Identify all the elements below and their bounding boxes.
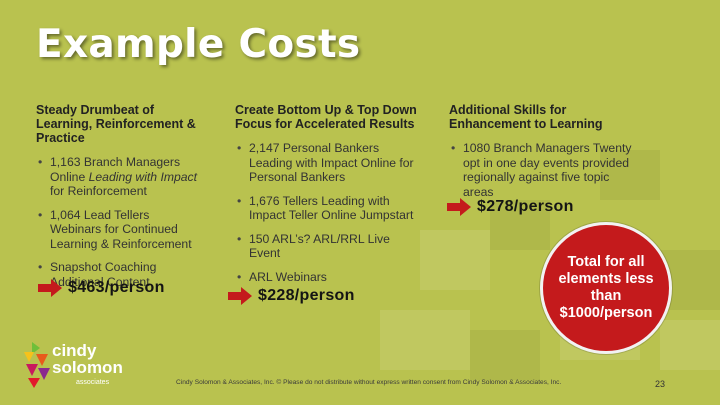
bg-tile (380, 310, 470, 370)
price-value: $278/person (477, 198, 574, 215)
bg-tile (490, 200, 550, 250)
cost-column-2: Create Bottom Up & Top Down Focus for Ac… (235, 103, 420, 293)
list-item: 2,147 Personal Bankers Leading with Impa… (235, 141, 420, 185)
bg-tile (660, 320, 720, 370)
list-item: 1,676 Tellers Leading with Impact Teller… (235, 194, 420, 223)
price-value: $463/person (68, 279, 165, 296)
logo-text-line2: solomon (52, 358, 123, 377)
slide-title: Example Costs (36, 22, 361, 67)
price-callout-2: $228/person (228, 287, 355, 305)
column-heading: Create Bottom Up & Top Down Focus for Ac… (235, 103, 417, 131)
total-callout-circle: Total for all elements less than $1000/p… (540, 222, 672, 354)
company-logo: cindy solomon associates (24, 340, 123, 398)
cost-column-3: Additional Skills for Enhancement to Lea… (449, 103, 639, 208)
logo-text-line3: associates (76, 379, 110, 386)
bullet-list: 1080 Branch Managers Twenty opt in one d… (449, 141, 639, 199)
list-item: 150 ARL’s? ARL/RRL Live Event (235, 232, 420, 261)
bg-tile (420, 230, 490, 290)
column-heading: Additional Skills for Enhancement to Lea… (449, 103, 603, 131)
list-item: 1080 Branch Managers Twenty opt in one d… (449, 141, 639, 199)
arrow-right-icon (447, 198, 471, 216)
arrow-right-icon (228, 287, 252, 305)
list-item: 1,064 Lead Tellers Webinars for Continue… (36, 208, 204, 252)
bg-tile (470, 330, 540, 380)
arrow-right-icon (38, 279, 62, 297)
price-value: $228/person (258, 287, 355, 304)
price-callout-1: $463/person (38, 279, 165, 297)
logo-mark-icon (24, 342, 50, 388)
cost-column-1: Steady Drumbeat of Learning, Reinforceme… (36, 103, 204, 298)
list-item: 1,163 Branch Managers Online Leading wit… (36, 155, 204, 199)
logo-text-line1: cindy (52, 341, 97, 360)
column-heading: Steady Drumbeat of Learning, Reinforceme… (36, 103, 196, 145)
total-callout-text: Total for all elements less than $1000/p… (558, 254, 654, 321)
bullet-list: 1,163 Branch Managers Online Leading wit… (36, 155, 204, 289)
list-item: ARL Webinars (235, 270, 420, 285)
price-callout-3: $278/person (447, 198, 574, 216)
list-item: Snapshot Coaching Additional Content (36, 260, 204, 289)
bullet-list: 2,147 Personal Bankers Leading with Impa… (235, 141, 420, 284)
page-number: 23 (655, 379, 666, 389)
copyright-footer: Cindy Solomon & Associates, Inc. © Pleas… (176, 379, 562, 386)
